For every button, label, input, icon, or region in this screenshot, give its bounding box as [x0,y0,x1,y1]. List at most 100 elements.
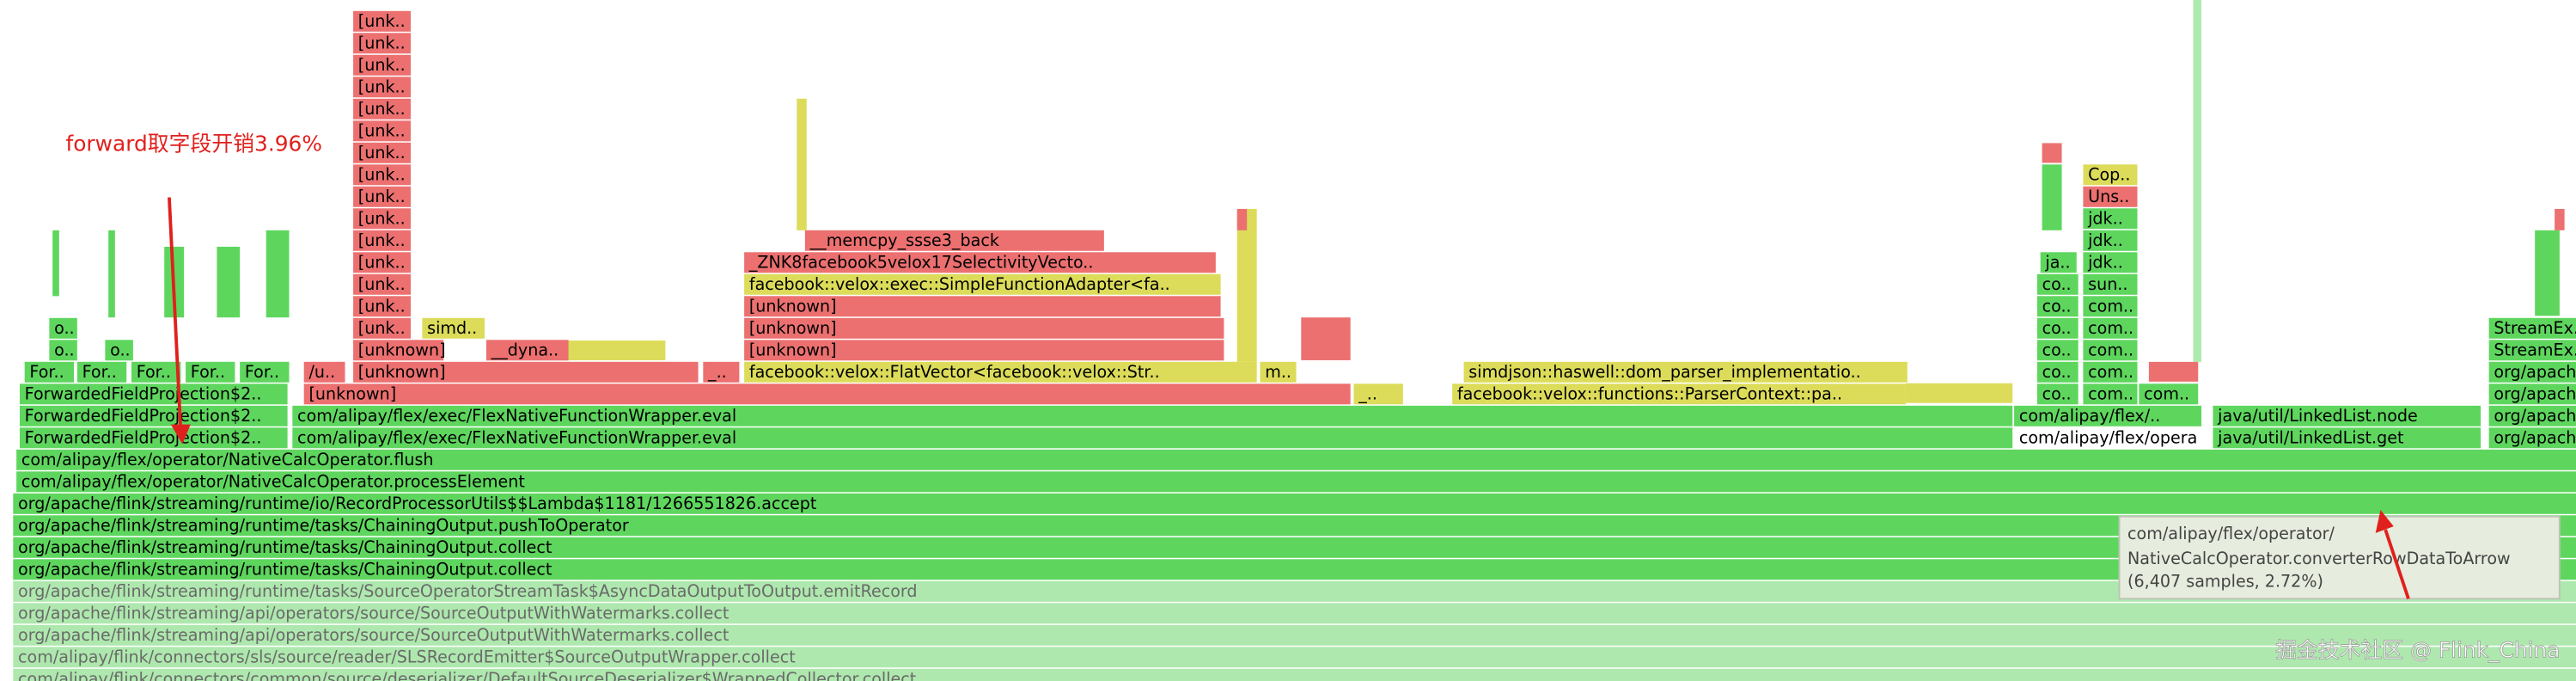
frame[interactable] [13,493,2576,514]
frame[interactable] [2036,273,2079,295]
frame[interactable] [2213,405,2481,426]
frame[interactable] [353,273,411,295]
frame[interactable] [2083,230,2138,251]
frame-label: [unk.. [358,99,406,119]
frame[interactable] [744,273,1221,295]
frame[interactable] [1353,383,1403,405]
frame[interactable] [353,164,411,186]
frame[interactable] [76,361,127,383]
frame[interactable] [131,361,181,383]
tooltip: com/alipay/flex/operator/ NativeCalcOper… [2118,510,2561,600]
frame[interactable] [2083,296,2138,317]
frame[interactable] [186,361,235,383]
frame[interactable] [303,383,1351,405]
frame[interactable] [353,252,411,273]
frame[interactable] [2083,361,2138,383]
frame[interactable] [2014,405,2202,426]
frame[interactable] [2036,317,2079,339]
frame[interactable] [744,317,1224,339]
frame[interactable] [2139,383,2199,405]
frame[interactable] [2083,186,2138,207]
frame[interactable] [49,317,77,339]
frame[interactable] [1463,361,1908,383]
frame[interactable] [2036,296,2079,317]
frame[interactable] [744,252,1216,273]
frame[interactable] [353,120,411,142]
frame[interactable] [2488,317,2576,339]
frame-label: java/util/LinkedList.get [2217,428,2404,448]
frame[interactable] [13,647,2576,668]
frame[interactable] [485,340,569,361]
frame[interactable] [744,296,1221,317]
frame[interactable] [2488,361,2576,383]
frame[interactable] [13,559,2576,580]
frame[interactable] [422,317,485,339]
frame[interactable] [13,580,2576,602]
frame[interactable] [292,405,2013,426]
frame[interactable] [2213,427,2481,449]
frame[interactable] [13,624,2576,646]
frame-label: [unknown] [749,297,837,316]
frame[interactable] [13,515,2576,537]
frame[interactable] [353,54,411,76]
frame-label: [unk.. [358,34,406,53]
frame[interactable] [303,361,345,383]
frame[interactable] [105,340,133,361]
frame[interactable] [2083,383,2138,405]
frame[interactable] [703,361,740,383]
frame[interactable] [353,142,411,163]
frame-label: com.. [2144,384,2189,404]
frame[interactable] [353,361,699,383]
frame-label: org/apache/flink/streaming/api/operators… [18,604,729,623]
arrow-head [2375,510,2394,533]
frame[interactable] [19,427,288,449]
frame[interactable] [353,33,411,54]
frame[interactable] [353,230,411,251]
frame[interactable] [24,361,75,383]
frame[interactable] [2488,340,2576,361]
frame[interactable] [2083,317,2138,339]
frame[interactable] [1260,361,1297,383]
frame[interactable] [353,186,411,207]
frame[interactable] [13,537,2576,558]
frame[interactable] [13,668,2576,681]
frame[interactable] [2488,405,2576,426]
frame[interactable] [2083,273,2138,295]
frame-label: [unknown] [749,318,837,338]
frame[interactable] [2083,340,2138,361]
frame[interactable] [2488,427,2576,449]
frame-label: /u.. [308,362,335,382]
frame[interactable] [744,340,1224,361]
frame[interactable] [2036,383,2079,405]
frame[interactable] [353,77,411,98]
frame[interactable] [2040,252,2077,273]
frame-label: java/util/LinkedList.node [2217,406,2418,426]
frame[interactable] [240,361,290,383]
frame-label: jdk.. [2087,253,2123,273]
frame[interactable] [2083,164,2138,186]
frame[interactable] [16,449,2576,470]
frame[interactable] [2036,340,2079,361]
frame[interactable] [2036,361,2079,383]
frame[interactable] [16,471,2576,493]
frame[interactable] [2083,208,2138,230]
frame[interactable] [19,383,288,405]
frame[interactable] [292,427,2013,449]
frame[interactable] [353,98,411,120]
frame[interactable] [2083,252,2138,273]
frame[interactable] [744,361,1257,383]
frame[interactable] [353,10,411,32]
frame[interactable] [49,340,77,361]
frame[interactable] [1452,383,1906,405]
frame[interactable] [353,317,411,339]
frame[interactable] [353,296,411,317]
frame[interactable] [804,230,1104,251]
frame-label: ForwardedFieldProjection$2.. [25,406,262,426]
frame[interactable] [353,340,444,361]
frame[interactable] [19,405,288,426]
frame[interactable] [13,603,2576,624]
frame[interactable] [2488,383,2576,405]
tooltip-line: NativeCalcOperator.converterRowDataToArr… [2127,549,2511,568]
frame[interactable] [2014,427,2202,449]
frame[interactable] [353,208,411,230]
